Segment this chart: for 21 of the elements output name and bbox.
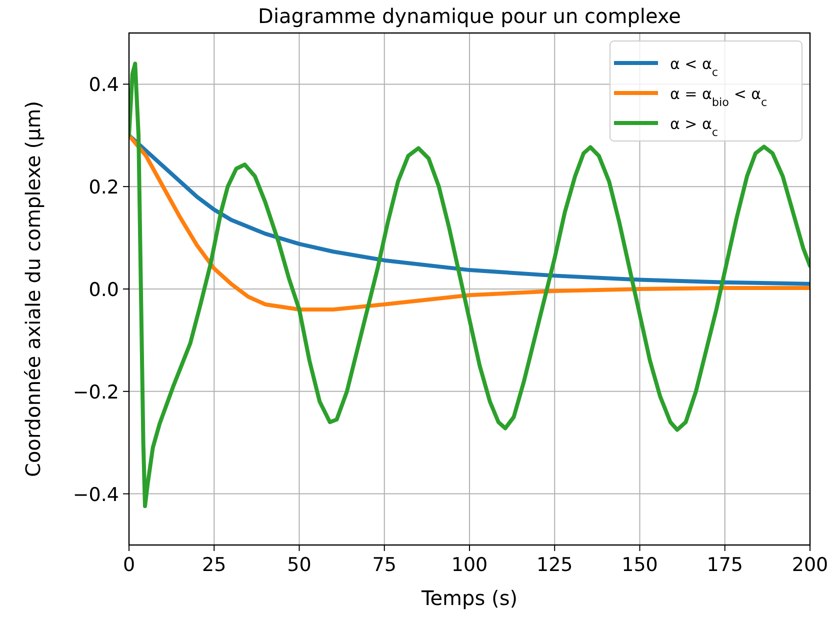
x-tick-label: 100 [451, 554, 488, 576]
y-tick-label: 0.2 [88, 176, 119, 199]
line-series [129, 62, 810, 508]
x-tick-label: 175 [706, 554, 744, 576]
x-tick-label: 150 [622, 554, 658, 576]
legend-label: α = α$_{bio}$ < α$_{c}$ [670, 85, 768, 108]
x-tick-label: 125 [536, 554, 573, 576]
legend-label: α < α$_{c}$ [670, 55, 718, 78]
y-axis-title: Coordonnée axiale du complexe (μm) [21, 100, 45, 478]
y-tick-label: −0.4 [72, 484, 119, 506]
x-tick-label: 200 [792, 554, 828, 576]
chart-title: Diagramme dynamique pour un complexe [258, 4, 681, 28]
x-tick-label: 25 [202, 554, 226, 576]
legend-label: α > α$_{c}$ [670, 115, 718, 138]
y-tick-label: 0.0 [88, 279, 119, 301]
x-tick-label: 50 [287, 554, 312, 576]
x-tick-label: 0 [122, 554, 136, 576]
y-tick-label: −0.2 [72, 381, 119, 404]
x-axis-title: Temps (s) [420, 586, 518, 610]
y-tick-label: 0.4 [88, 74, 119, 96]
x-tick-label: 75 [372, 554, 396, 576]
